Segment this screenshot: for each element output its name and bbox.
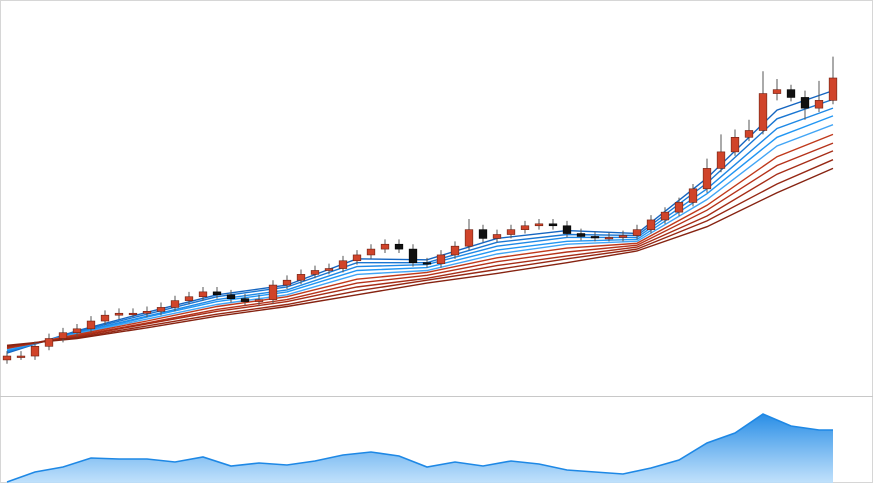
candle-body — [422, 262, 432, 265]
candle-body — [142, 311, 152, 314]
candle-body — [58, 332, 68, 339]
candle-body — [184, 296, 194, 301]
candle-body — [562, 225, 572, 234]
candle-body — [44, 338, 54, 347]
candle-body — [604, 237, 614, 240]
candle-body — [506, 229, 516, 235]
candle-body — [2, 355, 12, 361]
candle-body — [282, 279, 292, 286]
candle-body — [114, 312, 124, 316]
candle-body — [674, 202, 684, 213]
candle-body — [716, 151, 726, 169]
candle-body — [100, 314, 110, 322]
candle-body — [310, 270, 320, 275]
candle-body — [86, 320, 96, 330]
candle-body — [324, 268, 334, 271]
candle-body — [212, 291, 222, 296]
candle-body — [828, 77, 838, 101]
candle-body — [478, 229, 488, 239]
candle-body — [128, 312, 138, 316]
candle-body — [730, 136, 740, 153]
candle-body — [352, 254, 362, 262]
candle-body — [170, 300, 180, 308]
moving-average-line — [6, 150, 834, 348]
candle-body — [646, 219, 656, 230]
area-line — [6, 413, 833, 483]
area-fill — [7, 414, 833, 483]
candle-body — [16, 355, 26, 358]
candle-body — [436, 254, 446, 264]
candle-body — [380, 243, 390, 250]
candle-body — [702, 168, 712, 190]
candle-body — [156, 307, 166, 312]
candle-body — [240, 298, 250, 302]
candle-body — [366, 248, 376, 256]
candle-body — [450, 245, 460, 256]
candle-body — [814, 100, 824, 109]
candle-body — [408, 248, 418, 264]
moving-average-line — [6, 167, 834, 346]
candle-body — [534, 223, 544, 227]
candle-body — [786, 89, 796, 98]
candle-body — [72, 328, 82, 333]
candle-body — [198, 291, 208, 298]
candle-body — [618, 235, 628, 238]
candle-body — [30, 346, 40, 357]
candle-body — [394, 243, 404, 250]
candle-body — [338, 260, 348, 269]
candle-body — [296, 274, 306, 281]
candle-body — [492, 234, 502, 239]
moving-average-line — [6, 159, 834, 347]
candle-body — [268, 284, 278, 300]
candle-body — [800, 97, 810, 109]
moving-average-line — [6, 133, 834, 349]
candle-body — [688, 188, 698, 203]
candle-body — [254, 299, 264, 302]
candle-body — [464, 229, 474, 247]
moving-average-line — [6, 124, 834, 350]
candle-body — [548, 223, 558, 227]
moving-average-line — [6, 142, 834, 349]
candle-body — [590, 236, 600, 239]
candle-body — [744, 130, 754, 138]
candle-body — [632, 229, 642, 236]
candle-body — [758, 93, 768, 131]
candle-body — [576, 233, 586, 237]
candle-body — [520, 225, 530, 230]
candle-body — [660, 211, 670, 221]
candle-body — [772, 89, 782, 94]
candle-body — [226, 294, 236, 299]
